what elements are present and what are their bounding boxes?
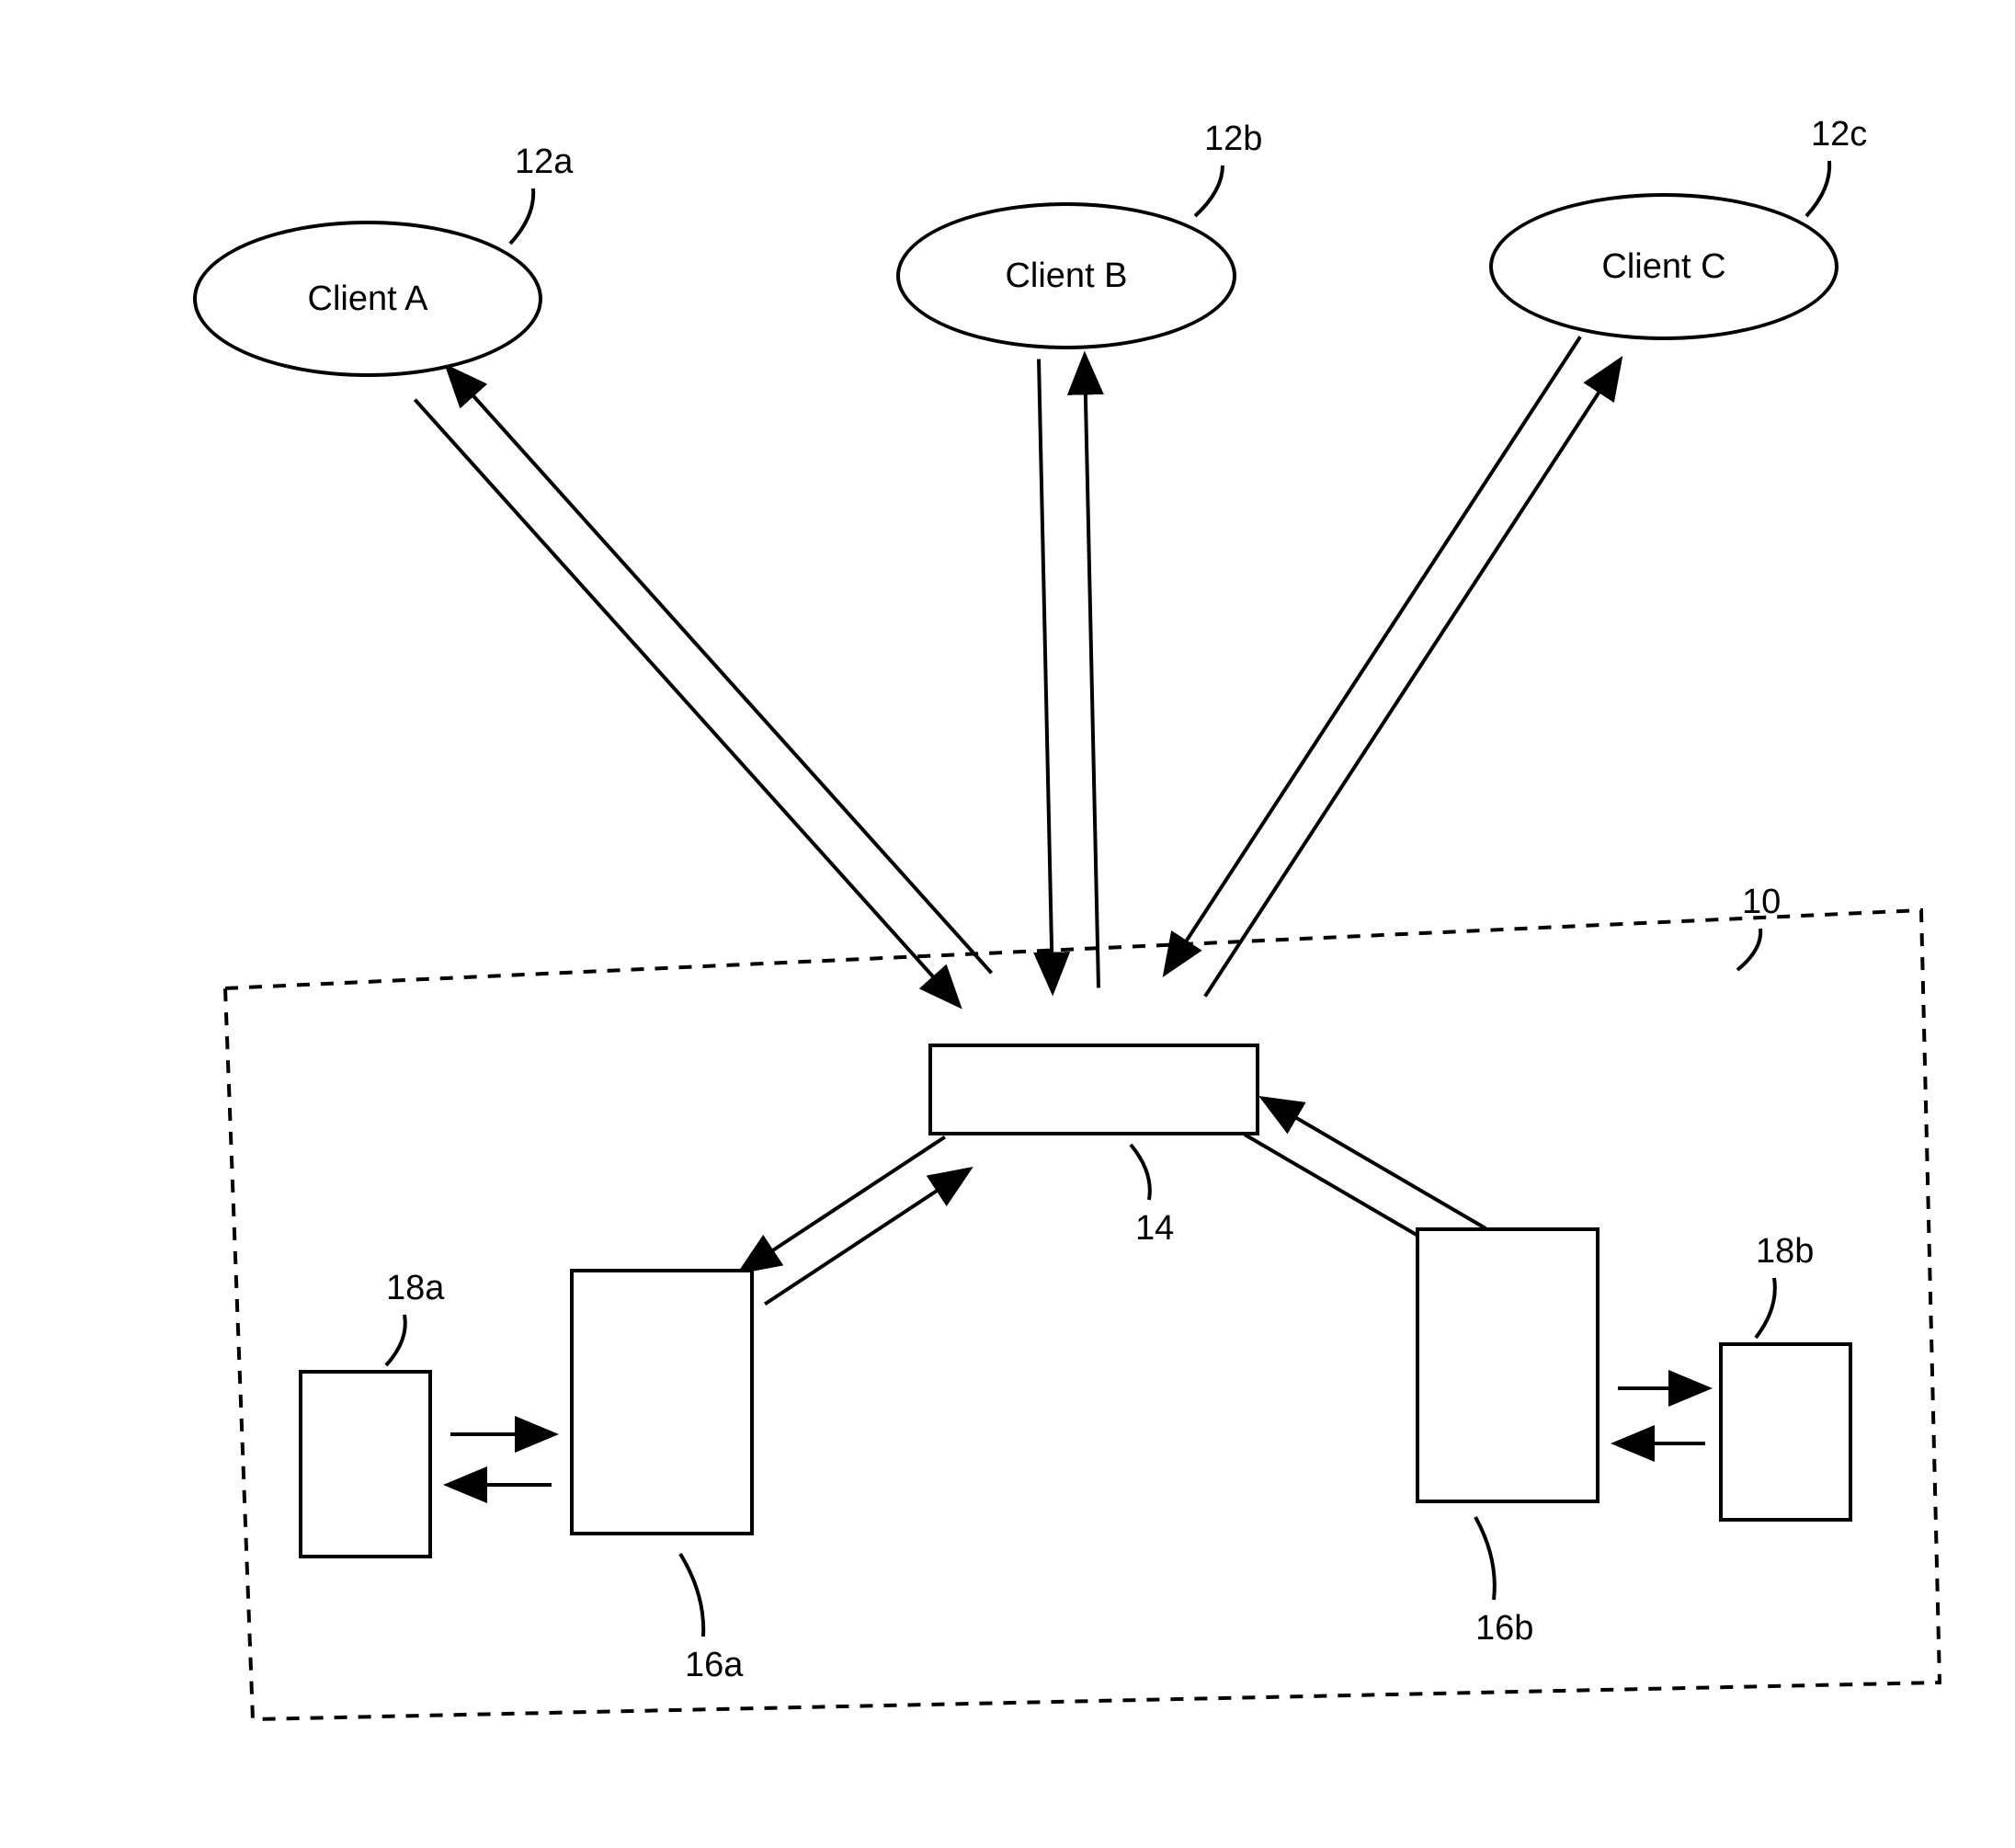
ref-label-14: 14 <box>1135 1209 1174 1249</box>
ref-label-18b: 18b <box>1756 1232 1814 1272</box>
diagram-canvas: Client A Client B Client C 12a 12b 12c 1… <box>0 0 2015 1843</box>
ref-label-10: 10 <box>1742 883 1781 922</box>
ref-label-12a: 12a <box>515 143 573 182</box>
client-c-node: Client C <box>1489 193 1839 340</box>
box-16b <box>1416 1227 1599 1503</box>
ref-label-12b: 12b <box>1204 120 1262 159</box>
client-c-label: Client C <box>1601 247 1725 287</box>
client-a-node: Client A <box>193 221 542 377</box>
box-18b <box>1719 1342 1852 1522</box>
client-b-node: Client B <box>896 202 1236 349</box>
ref-label-16b: 16b <box>1475 1609 1533 1648</box>
client-a-label: Client A <box>308 279 428 319</box>
ref-label-12c: 12c <box>1811 115 1867 154</box>
ref-label-16a: 16a <box>685 1646 743 1685</box>
box-16a <box>570 1269 754 1535</box>
box-18a <box>299 1370 432 1558</box>
box-14 <box>928 1044 1259 1135</box>
client-b-label: Client B <box>1005 257 1127 296</box>
ref-label-18a: 18a <box>386 1269 444 1308</box>
